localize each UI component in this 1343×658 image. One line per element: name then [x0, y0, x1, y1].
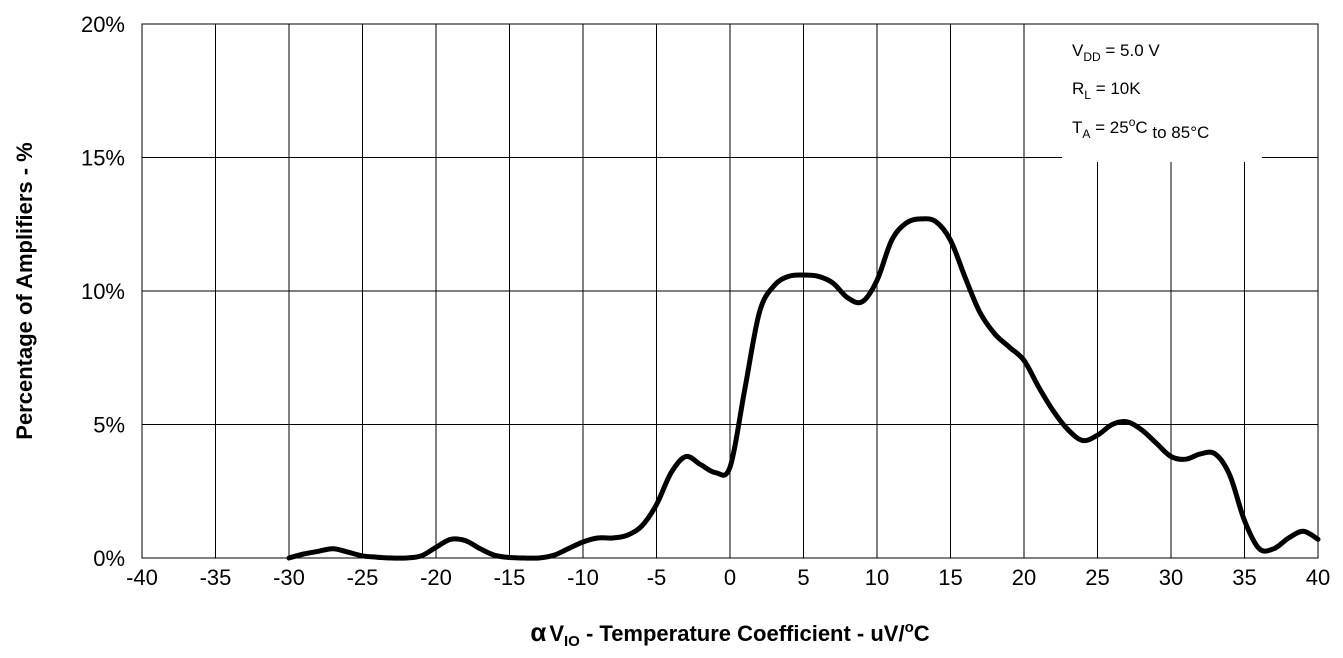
x-tick-label-14: 30	[1159, 565, 1183, 590]
annotation-ta-tail: to 85°C	[1148, 123, 1210, 142]
annotation-ta-main: T	[1072, 118, 1082, 137]
x-tick-label-10: 10	[865, 565, 889, 590]
annotation-ta-unit: C	[1135, 118, 1147, 137]
x-axis-title-prefix: α	[530, 617, 546, 647]
x-axis-title-sup: o	[905, 619, 914, 636]
annotation-vdd-sub: DD	[1083, 50, 1101, 64]
series-line-0	[286, 216, 1321, 561]
annotation-background	[1062, 24, 1262, 162]
x-tick-label-7: -5	[647, 565, 667, 590]
x-tick-label-2: -30	[273, 565, 305, 590]
x-tick-labels: -40 -35 -30 -25 -20 -15 -10 -5 0 5 10 15 20 25 30 35 40	[126, 565, 1330, 590]
x-tick-label-5: -15	[494, 565, 526, 590]
x-tick-label-11: 15	[938, 565, 962, 590]
test-conditions-annotation: VDD = 5.0 V RL = 10K TA = 25oC to 85°C	[1072, 41, 1209, 142]
y-tick-label-1: 5%	[93, 413, 125, 438]
y-tick-label-0: 0%	[93, 546, 125, 571]
annotation-ta: TA = 25oC to 85°C	[1072, 115, 1209, 142]
y-tick-labels: 0% 5% 10% 15% 20%	[81, 12, 125, 571]
annotation-ta-rest: = 25	[1090, 118, 1128, 137]
x-tick-label-0: -40	[126, 565, 158, 590]
x-tick-label-1: -35	[200, 565, 232, 590]
x-tick-label-13: 25	[1085, 565, 1109, 590]
x-axis-title-rest: - Temperature Coefficient - uV/	[580, 621, 905, 646]
plot-frame	[141, 23, 1319, 559]
x-tick-label-4: -20	[420, 565, 452, 590]
x-tick-label-3: -25	[347, 565, 379, 590]
y-tick-label-4: 20%	[81, 12, 125, 37]
annotation-vdd-main: V	[1072, 41, 1084, 60]
x-tick-label-16: 40	[1306, 565, 1330, 590]
annotation-rl-sub: L	[1084, 88, 1091, 102]
annotation-ta-sup: o	[1129, 115, 1136, 129]
x-axis-title-sub: IO	[564, 633, 580, 650]
annotation-rl-main: R	[1072, 79, 1084, 98]
x-axis-title: α VIO - Temperature Coefficient - uV/oC	[530, 617, 929, 650]
annotation-vdd: VDD = 5.0 V	[1072, 41, 1160, 64]
annotation-ta-sub: A	[1082, 127, 1090, 141]
x-tick-label-15: 35	[1232, 565, 1256, 590]
x-tick-label-12: 20	[1012, 565, 1036, 590]
x-axis-title-unit: C	[914, 621, 930, 646]
annotation-rl-rest: = 10K	[1091, 79, 1141, 98]
series-layer	[286, 216, 1321, 561]
x-tick-label-9: 5	[797, 565, 809, 590]
x-tick-label-6: -10	[567, 565, 599, 590]
x-tick-label-8: 0	[724, 565, 736, 590]
annotation-rl: RL = 10K	[1072, 79, 1141, 102]
y-tick-label-2: 10%	[81, 279, 125, 304]
y-tick-label-3: 15%	[81, 146, 125, 171]
y-axis-title: Percentage of Amplifiers - %	[12, 142, 37, 439]
x-axis-title-main: V	[549, 621, 564, 646]
annotation-vdd-rest: = 5.0 V	[1101, 41, 1161, 60]
